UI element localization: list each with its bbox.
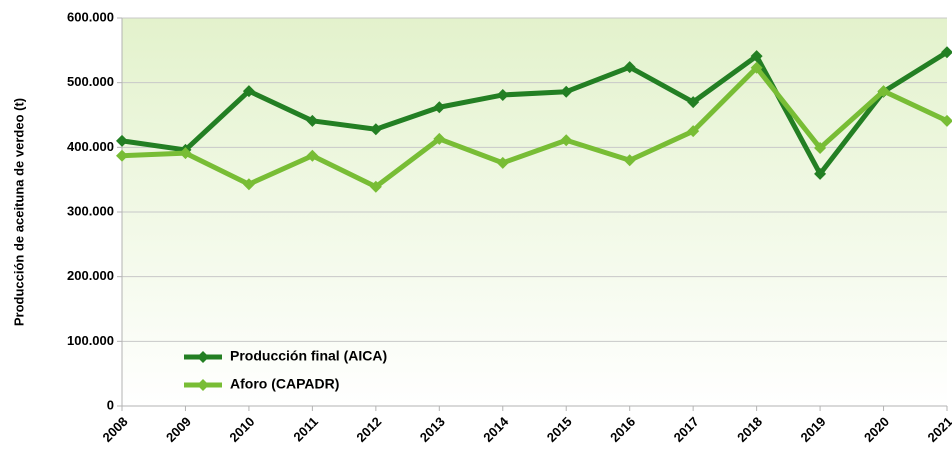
series-line — [121, 65, 949, 190]
marker — [433, 132, 446, 145]
series-line — [121, 50, 949, 177]
x-tick-label: 2020 — [861, 414, 892, 445]
x-tick-label: 2012 — [353, 414, 384, 445]
y-tick-label: 500.000 — [67, 74, 114, 89]
x-tick-label: 2011 — [290, 414, 321, 445]
marker — [623, 61, 636, 74]
marker — [814, 141, 827, 154]
y-tick-label: 100.000 — [67, 333, 114, 348]
x-tick-label: 2015 — [544, 414, 575, 445]
marker — [941, 114, 952, 127]
x-tick-label: 2014 — [480, 413, 512, 445]
marker — [941, 46, 952, 59]
x-tick-label: 2016 — [607, 414, 638, 445]
y-tick-label: 200.000 — [67, 268, 114, 283]
x-tick-label: 2017 — [671, 414, 702, 445]
marker — [750, 50, 763, 63]
y-axis-label: Producción de aceituna de verdeo (t) — [11, 98, 26, 326]
marker — [116, 149, 128, 162]
legend-label: Producción final (AICA) — [230, 348, 387, 364]
x-tick-label: 2018 — [734, 414, 765, 445]
x-tick-label: 2019 — [798, 414, 829, 445]
y-tick-label: 600.000 — [67, 9, 114, 24]
marker — [242, 85, 255, 98]
legend-label: Aforo (CAPADR) — [230, 376, 339, 392]
x-tick-label: 2021 — [924, 414, 952, 445]
marker — [687, 96, 700, 109]
y-tick-label: 300.000 — [67, 203, 114, 218]
marker — [623, 154, 636, 167]
marker — [750, 61, 763, 74]
y-tick-label: 400.000 — [67, 139, 114, 154]
marker — [369, 123, 382, 136]
marker — [116, 134, 128, 147]
marker — [179, 147, 192, 160]
marker — [369, 180, 382, 193]
marker — [687, 125, 700, 138]
marker — [242, 178, 255, 191]
marker — [306, 149, 319, 162]
legend-marker — [197, 379, 209, 391]
x-tick-label: 2009 — [163, 414, 194, 445]
marker — [496, 88, 509, 101]
marker — [306, 114, 319, 127]
marker — [814, 167, 827, 180]
marker — [433, 101, 446, 114]
marker — [877, 85, 890, 98]
legend-marker — [197, 351, 209, 363]
marker — [496, 156, 509, 169]
x-tick-label: 2013 — [417, 414, 448, 445]
x-tick-label: 2010 — [226, 414, 257, 445]
y-tick-label: 0 — [107, 397, 114, 412]
marker — [560, 134, 573, 147]
x-tick-label: 2008 — [99, 414, 130, 445]
marker — [560, 85, 573, 98]
